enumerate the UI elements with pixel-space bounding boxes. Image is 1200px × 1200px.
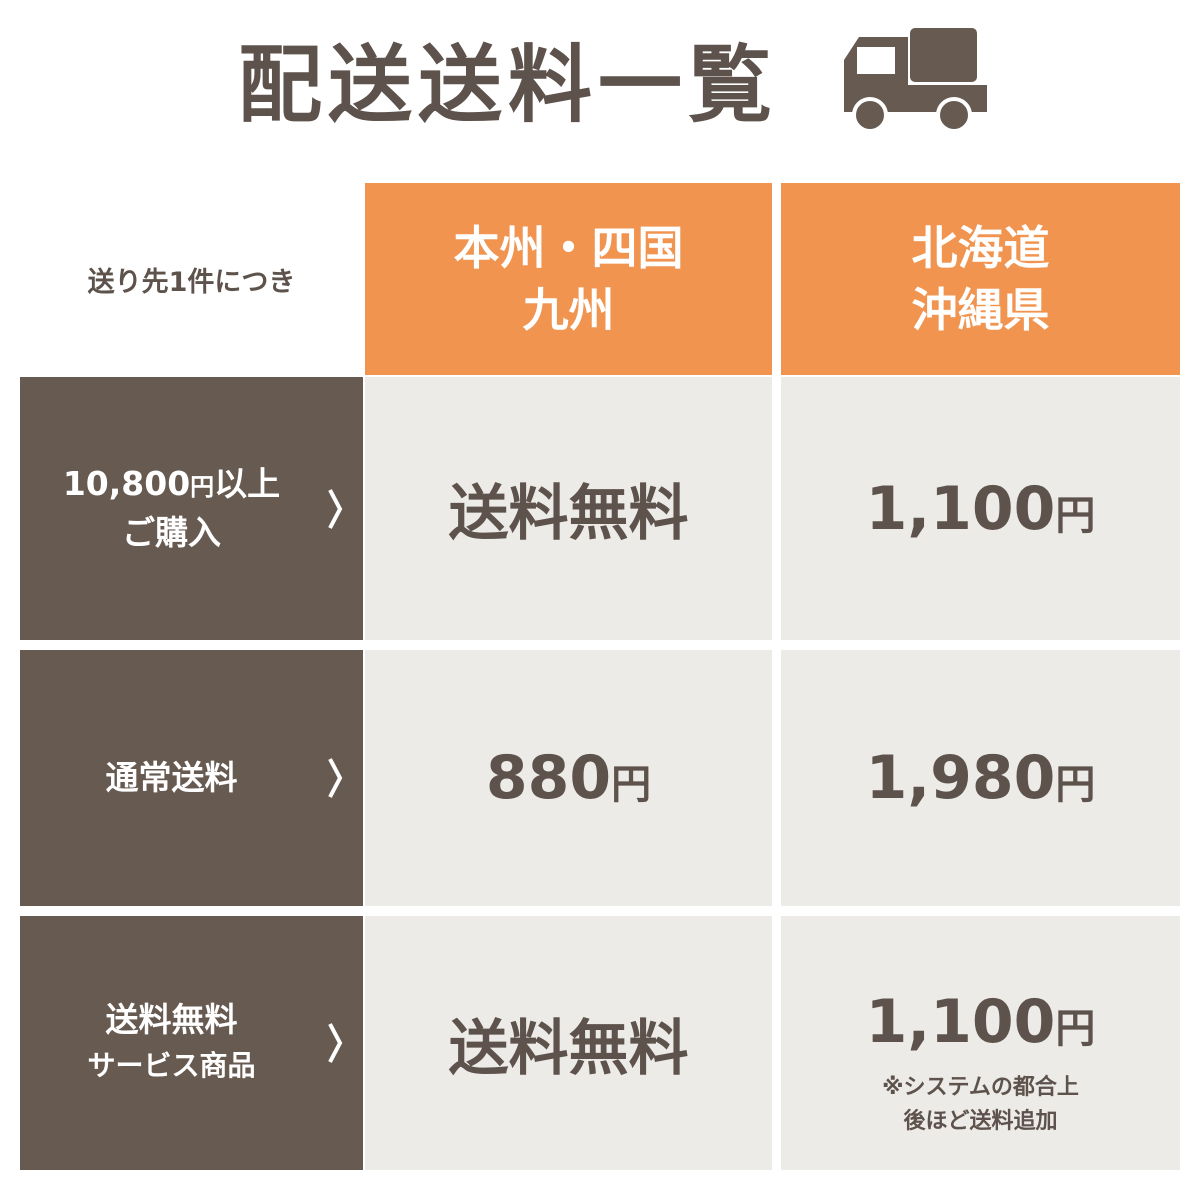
column-header-line1: 北海道 [911,221,1050,275]
value: 1,980 [865,743,1056,813]
chevron-right-icon [328,758,343,798]
cell-row1-honshu: 送料無料 [365,377,772,640]
cell-row3-honshu: 送料無料 [365,916,772,1170]
amount: 10,800 [62,464,191,503]
value: 1,100 [865,473,1056,544]
unit: 円 [1055,492,1096,539]
page-title: 配送送料一覧 [238,36,779,134]
row-label-line2: ご購入 [122,513,221,552]
column-header-line2: 沖縄県 [911,283,1050,337]
yen-unit: 円 [190,473,215,501]
note-line1: ※システムの都合上 [882,1075,1079,1100]
row-label-line1: 通常送料 [105,758,238,797]
chevron-right-icon [328,1023,343,1063]
row-label-normal: 通常送料 [20,650,363,906]
cell-row1-hokkaido: 1,100円 [781,377,1180,640]
cell-row2-honshu: 880円 [365,650,772,906]
column-header-line2: 九州 [522,283,615,337]
row-label-line1: 送料無料 [105,1000,238,1039]
note: ※システムの都合上 後ほど送料追加 [882,1071,1079,1139]
note-line2: 後ほど送料追加 [903,1109,1058,1134]
column-header-hokkaido: 北海道 沖縄県 [781,183,1180,375]
value: 880 [485,743,612,813]
value: 送料無料 [448,1013,689,1084]
unit: 円 [1055,1006,1096,1052]
value: 1,100 [865,987,1056,1057]
value: 送料無料 [448,479,689,549]
cell-row3-hokkaido: 1,100円 ※システムの都合上 後ほど送料追加 [781,916,1180,1170]
column-header-honshu: 本州・四国 九州 [365,183,772,375]
corner-label: 送り先1件につき [87,266,296,298]
truck-icon [844,28,987,133]
row-label-line2: サービス商品 [87,1049,256,1082]
unit: 円 [611,762,652,808]
unit: 円 [1055,762,1096,808]
suffix: 以上 [214,464,281,503]
column-header-line1: 本州・四国 [453,221,684,275]
cell-row2-hokkaido: 1,980円 [781,650,1180,906]
chevron-right-icon [328,488,343,529]
row-label-free-service: 送料無料 サービス商品 [20,916,363,1170]
row-label-over-10800: 10,800円以上 ご購入 [20,377,363,640]
